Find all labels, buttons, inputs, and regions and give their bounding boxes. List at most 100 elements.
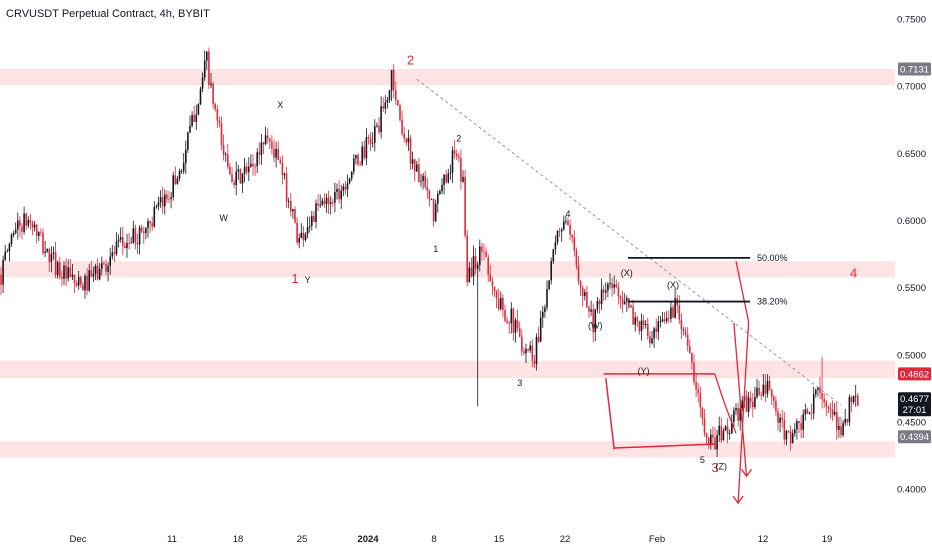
candle (460, 149, 462, 190)
candle (296, 217, 298, 245)
price-zone-3 (0, 441, 895, 458)
candle (361, 141, 363, 167)
candle (338, 180, 340, 204)
candle (563, 215, 565, 232)
candle (474, 247, 477, 275)
candle (269, 137, 271, 149)
candle (485, 247, 487, 258)
candle (571, 234, 573, 244)
candle (745, 390, 748, 413)
wave-label-12: (W) (588, 320, 603, 330)
candle (262, 141, 265, 155)
candle (697, 382, 699, 403)
candle (365, 128, 368, 166)
wave-label-9: 3 (517, 378, 522, 388)
candle (243, 157, 246, 183)
candle (35, 223, 38, 244)
range-bottom-line (614, 443, 716, 449)
candle (726, 418, 729, 443)
price-zone-1 (0, 261, 895, 278)
candle (831, 400, 834, 421)
wave-label-7: 2 (456, 134, 461, 144)
candle (376, 122, 378, 128)
candle (754, 386, 756, 410)
candle (98, 262, 101, 281)
candle (833, 403, 836, 417)
candle (565, 215, 567, 225)
candle (544, 304, 546, 318)
price-tag-0: 0.7131 (898, 62, 931, 75)
candle (497, 288, 500, 312)
candle (308, 216, 311, 233)
candle (113, 246, 116, 263)
candle (638, 320, 641, 335)
candle (458, 152, 460, 163)
candle (796, 418, 798, 440)
candle (138, 225, 141, 255)
y-tick-label: 0.4500 (897, 418, 926, 429)
candle (453, 139, 456, 159)
candle (512, 307, 515, 341)
candle (434, 199, 437, 223)
candle (353, 154, 355, 175)
candle (29, 214, 32, 230)
candle (659, 315, 662, 328)
candle (819, 376, 821, 400)
candle (451, 146, 454, 184)
arrowhead-2 (732, 495, 744, 505)
candle (491, 277, 494, 296)
candle (155, 204, 158, 209)
candle (552, 248, 555, 265)
candle (122, 226, 124, 256)
candle (676, 294, 678, 314)
wave-label-15: 5 (700, 455, 705, 465)
candle (399, 103, 401, 123)
time-axis[interactable]: Dec 11 18 25 2024 8 15 22 Feb 12 19 (70, 534, 833, 545)
candle (554, 235, 557, 255)
candle (96, 258, 99, 281)
price-axis[interactable]: 0.7500 0.7000 0.6500 0.6000 0.5500 0.5000 0.45… (897, 14, 926, 495)
candle (315, 199, 317, 229)
candle (815, 388, 817, 398)
wave-label-16: (Z) (716, 462, 728, 472)
candle (812, 386, 815, 420)
candle (495, 289, 498, 309)
candle (670, 301, 672, 323)
x-tick-label: 15 (494, 534, 505, 545)
candle (386, 96, 389, 109)
candle (630, 304, 632, 308)
supply-demand-zones (0, 68, 895, 458)
candle (804, 403, 807, 421)
candle (857, 392, 859, 407)
candle (632, 299, 634, 325)
candle (607, 281, 609, 298)
projection-curve-up (714, 373, 737, 434)
candle (573, 230, 576, 257)
candle (560, 227, 563, 242)
candle (665, 311, 668, 324)
price-zone-0 (0, 68, 895, 86)
candle (437, 190, 439, 213)
chart-title: CRVUSDT Perpetual Contract, 4h, BYBIT (6, 8, 210, 20)
candle (153, 201, 156, 229)
candle (271, 135, 273, 155)
candle (340, 184, 342, 209)
candle (206, 51, 208, 70)
candle (445, 169, 447, 184)
candle (424, 170, 426, 190)
candle (285, 167, 288, 208)
candle (714, 427, 716, 451)
candle (447, 168, 450, 184)
candle (239, 168, 242, 184)
candle (109, 247, 111, 275)
candle (657, 315, 660, 341)
wave-label-11: (X) (621, 268, 633, 278)
y-tick-label: 0.5500 (897, 283, 926, 294)
candle (63, 261, 65, 285)
candle (418, 157, 420, 183)
candle (350, 171, 353, 182)
candle (678, 295, 681, 324)
candle (577, 256, 580, 286)
